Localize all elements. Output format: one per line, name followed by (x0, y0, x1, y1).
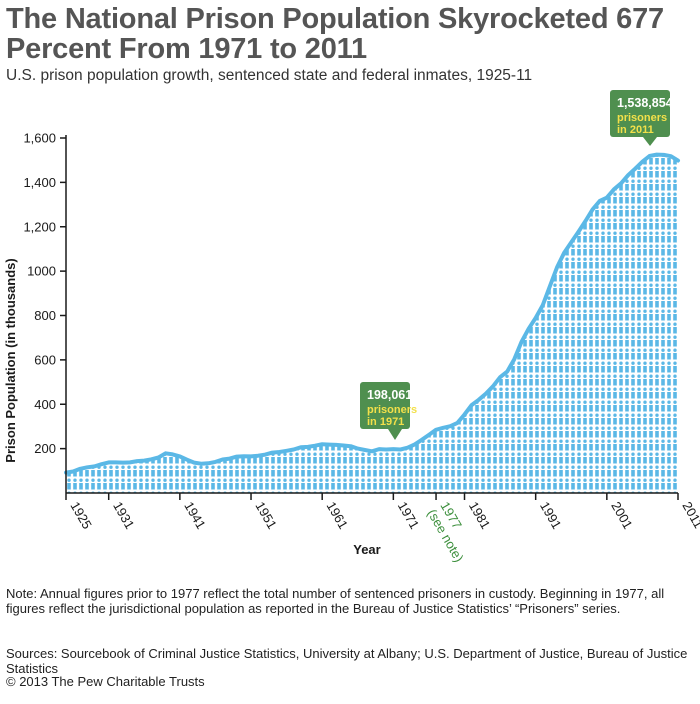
x-tick-label: 1951 (252, 499, 279, 532)
footnote: Note: Annual figures prior to 1977 refle… (6, 586, 665, 616)
x-tick-label: 1981 (466, 499, 493, 532)
x-axis-title: Year (353, 542, 380, 557)
x-tick-label: 1961 (324, 499, 351, 532)
y-tick-label: 1,400 (23, 175, 56, 190)
callout-1971-text-1: prisoners (367, 404, 417, 416)
prison-population-chart: 200 400 600 800 1000 1,200 1,400 1,600 1925 1931 1… (3, 90, 700, 565)
y-tick-label: 800 (34, 308, 56, 323)
callout-1971-box (360, 382, 410, 429)
y-tick-label: 400 (34, 397, 56, 412)
chart-subtitle: U.S. prison population growth, sentenced… (6, 67, 533, 84)
callout-1971-value: 198,061 (367, 388, 412, 402)
callout-2011-value: 1,538,854 (617, 96, 673, 110)
chart-title: The National Prison Population Skyrocket… (6, 3, 664, 65)
x-tick-label: 1931 (110, 499, 137, 532)
callout-2011-box (610, 90, 670, 137)
callout-1971-pointer (388, 429, 402, 440)
x-tick-label: 1925 (67, 499, 94, 532)
copyright-text: © 2013 The Pew Charitable Trusts (6, 674, 205, 689)
y-tick-label: 1,200 (23, 219, 56, 234)
area-figures-fill (66, 154, 678, 493)
sources-text: Sources: Sourcebook of Criminal Justice … (6, 646, 688, 676)
x-tick-label: 1941 (181, 499, 208, 532)
y-tick-label: 1,600 (23, 131, 56, 146)
y-axis-title: Prison Population (in thousands) (3, 258, 18, 462)
x-tick-label: 2001 (608, 499, 635, 532)
series-line (64, 152, 680, 475)
x-tick-label: 1991 (537, 499, 564, 532)
x-tick-label: 2011 (679, 499, 700, 531)
callout-2011-text-1: prisoners (617, 112, 667, 124)
x-tick-label: 1971 (395, 499, 422, 532)
callout-2011-pointer (643, 137, 657, 146)
callout-1971-text-2: in 1971 (367, 416, 404, 428)
y-tick-label: 1000 (27, 264, 56, 279)
y-tick-label: 200 (34, 441, 56, 456)
callout-2011-text-2: in 2011 (617, 124, 654, 136)
y-tick-label: 600 (34, 352, 56, 367)
